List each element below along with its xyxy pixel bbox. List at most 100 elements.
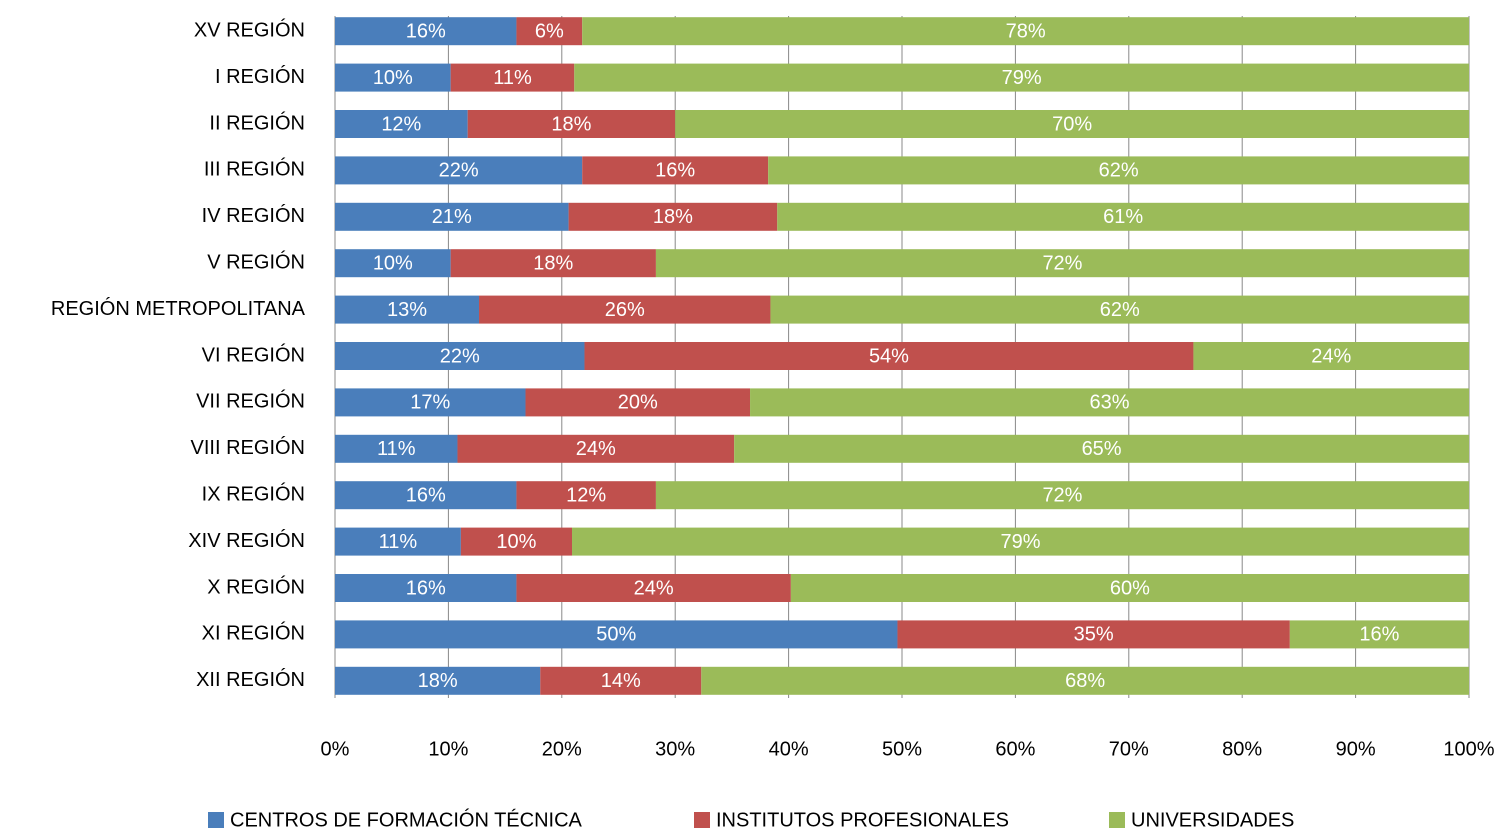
y-tick-label: XII REGIÓN xyxy=(196,668,305,691)
bar-segment xyxy=(335,342,585,370)
bar-segment xyxy=(540,666,702,695)
bar-segment xyxy=(450,63,575,92)
bar-segment xyxy=(701,666,1469,695)
data-label: 26% xyxy=(605,299,645,321)
x-tick-label: 40% xyxy=(769,738,809,760)
data-label: 18% xyxy=(418,670,458,692)
bar-segment xyxy=(335,388,526,417)
data-label: 18% xyxy=(551,113,591,135)
bar-segment xyxy=(582,156,769,185)
x-tick-label: 60% xyxy=(995,738,1035,760)
data-label: 10% xyxy=(496,531,536,553)
y-tick-label: XIV REGIÓN xyxy=(188,529,305,552)
x-tick-label: 30% xyxy=(655,738,695,760)
y-tick-label: XV REGIÓN xyxy=(194,18,305,41)
bar-segment xyxy=(335,666,541,695)
legend-swatch xyxy=(208,812,224,828)
data-label: 16% xyxy=(406,20,446,42)
y-tick-label: VII REGIÓN xyxy=(196,390,305,413)
data-label: 50% xyxy=(596,624,636,646)
data-label: 35% xyxy=(1074,624,1114,646)
bar-segment xyxy=(460,527,573,556)
x-tick-label: 90% xyxy=(1336,738,1376,760)
data-label: 20% xyxy=(618,392,658,414)
y-tick-label: REGIÓN METROPOLITANA xyxy=(51,297,306,320)
data-label: 16% xyxy=(406,577,446,599)
data-label: 16% xyxy=(406,484,446,506)
y-tick-label: V REGIÓN xyxy=(207,250,305,273)
bar-segment xyxy=(335,63,451,92)
legend-swatch xyxy=(694,812,710,828)
data-label: 79% xyxy=(1000,531,1040,553)
legend-label: UNIVERSIDADES xyxy=(1131,809,1294,831)
data-label: 68% xyxy=(1065,670,1105,692)
y-tick-label: XI REGIÓN xyxy=(202,622,305,645)
bar-segment xyxy=(335,574,517,602)
data-label: 17% xyxy=(410,392,450,414)
y-tick-label: IV REGIÓN xyxy=(202,204,305,227)
bar-segment xyxy=(335,434,458,463)
bar-segment xyxy=(1289,620,1469,649)
bar-segment xyxy=(516,17,583,46)
bar-segment xyxy=(572,527,1469,556)
data-label: 12% xyxy=(381,113,421,135)
bar-segment xyxy=(516,574,791,602)
bar-segment xyxy=(335,156,583,185)
data-label: 24% xyxy=(576,438,616,460)
y-tick-label: III REGIÓN xyxy=(204,158,305,181)
x-tick-label: 20% xyxy=(542,738,582,760)
x-tick-label: 80% xyxy=(1222,738,1262,760)
bar-segment xyxy=(568,202,778,231)
bar-segment xyxy=(734,434,1469,463)
x-tick-label: 100% xyxy=(1443,738,1494,760)
bar-segment xyxy=(897,620,1290,649)
bar-segment xyxy=(516,481,656,510)
data-label: 61% xyxy=(1103,206,1143,228)
legend-label: CENTROS DE FORMACIÓN TÉCNICA xyxy=(230,808,583,831)
data-label: 11% xyxy=(379,531,418,553)
data-label: 18% xyxy=(653,206,693,228)
data-label: 72% xyxy=(1042,252,1082,274)
data-label: 62% xyxy=(1100,299,1140,321)
data-label: 14% xyxy=(601,670,641,692)
bar-segment xyxy=(335,249,451,278)
y-tick-label: VIII REGIÓN xyxy=(191,436,305,459)
data-label: 24% xyxy=(1311,345,1351,367)
bar-segment xyxy=(335,620,898,649)
bar-segment xyxy=(479,295,771,324)
legend-swatch xyxy=(1109,812,1125,828)
bar-segment xyxy=(655,249,1469,278)
bar-segment xyxy=(335,202,569,231)
data-label: 12% xyxy=(566,484,606,506)
bar-segment xyxy=(777,202,1469,231)
bar-segment xyxy=(467,110,676,138)
data-label: 62% xyxy=(1099,160,1139,182)
data-label: 11% xyxy=(493,67,532,89)
bar-segment xyxy=(450,249,656,278)
data-label: 6% xyxy=(535,20,564,42)
data-label: 72% xyxy=(1042,484,1082,506)
data-label: 60% xyxy=(1110,577,1150,599)
legend-label: INSTITUTOS PROFESIONALES xyxy=(716,809,1009,831)
bar-segment xyxy=(770,295,1469,324)
bar-segment xyxy=(790,574,1469,602)
x-tick-label: 70% xyxy=(1109,738,1149,760)
data-label: 11% xyxy=(377,438,416,460)
data-label: 63% xyxy=(1090,392,1130,414)
bar-segment xyxy=(457,434,735,463)
data-label: 79% xyxy=(1002,67,1042,89)
data-label: 10% xyxy=(373,252,413,274)
x-tick-label: 50% xyxy=(882,738,922,760)
bar-segment xyxy=(675,110,1469,138)
y-tick-label: IX REGIÓN xyxy=(202,482,305,505)
data-label: 65% xyxy=(1082,438,1122,460)
bar-segment xyxy=(335,110,468,138)
bar-segment xyxy=(335,295,480,324)
bar-segment xyxy=(655,481,1469,510)
data-label: 24% xyxy=(634,577,674,599)
data-label: 22% xyxy=(439,160,479,182)
bar-segment xyxy=(574,63,1469,92)
bar-segment xyxy=(1193,342,1469,370)
bar-segment xyxy=(525,388,751,417)
y-tick-label: I REGIÓN xyxy=(215,65,305,88)
